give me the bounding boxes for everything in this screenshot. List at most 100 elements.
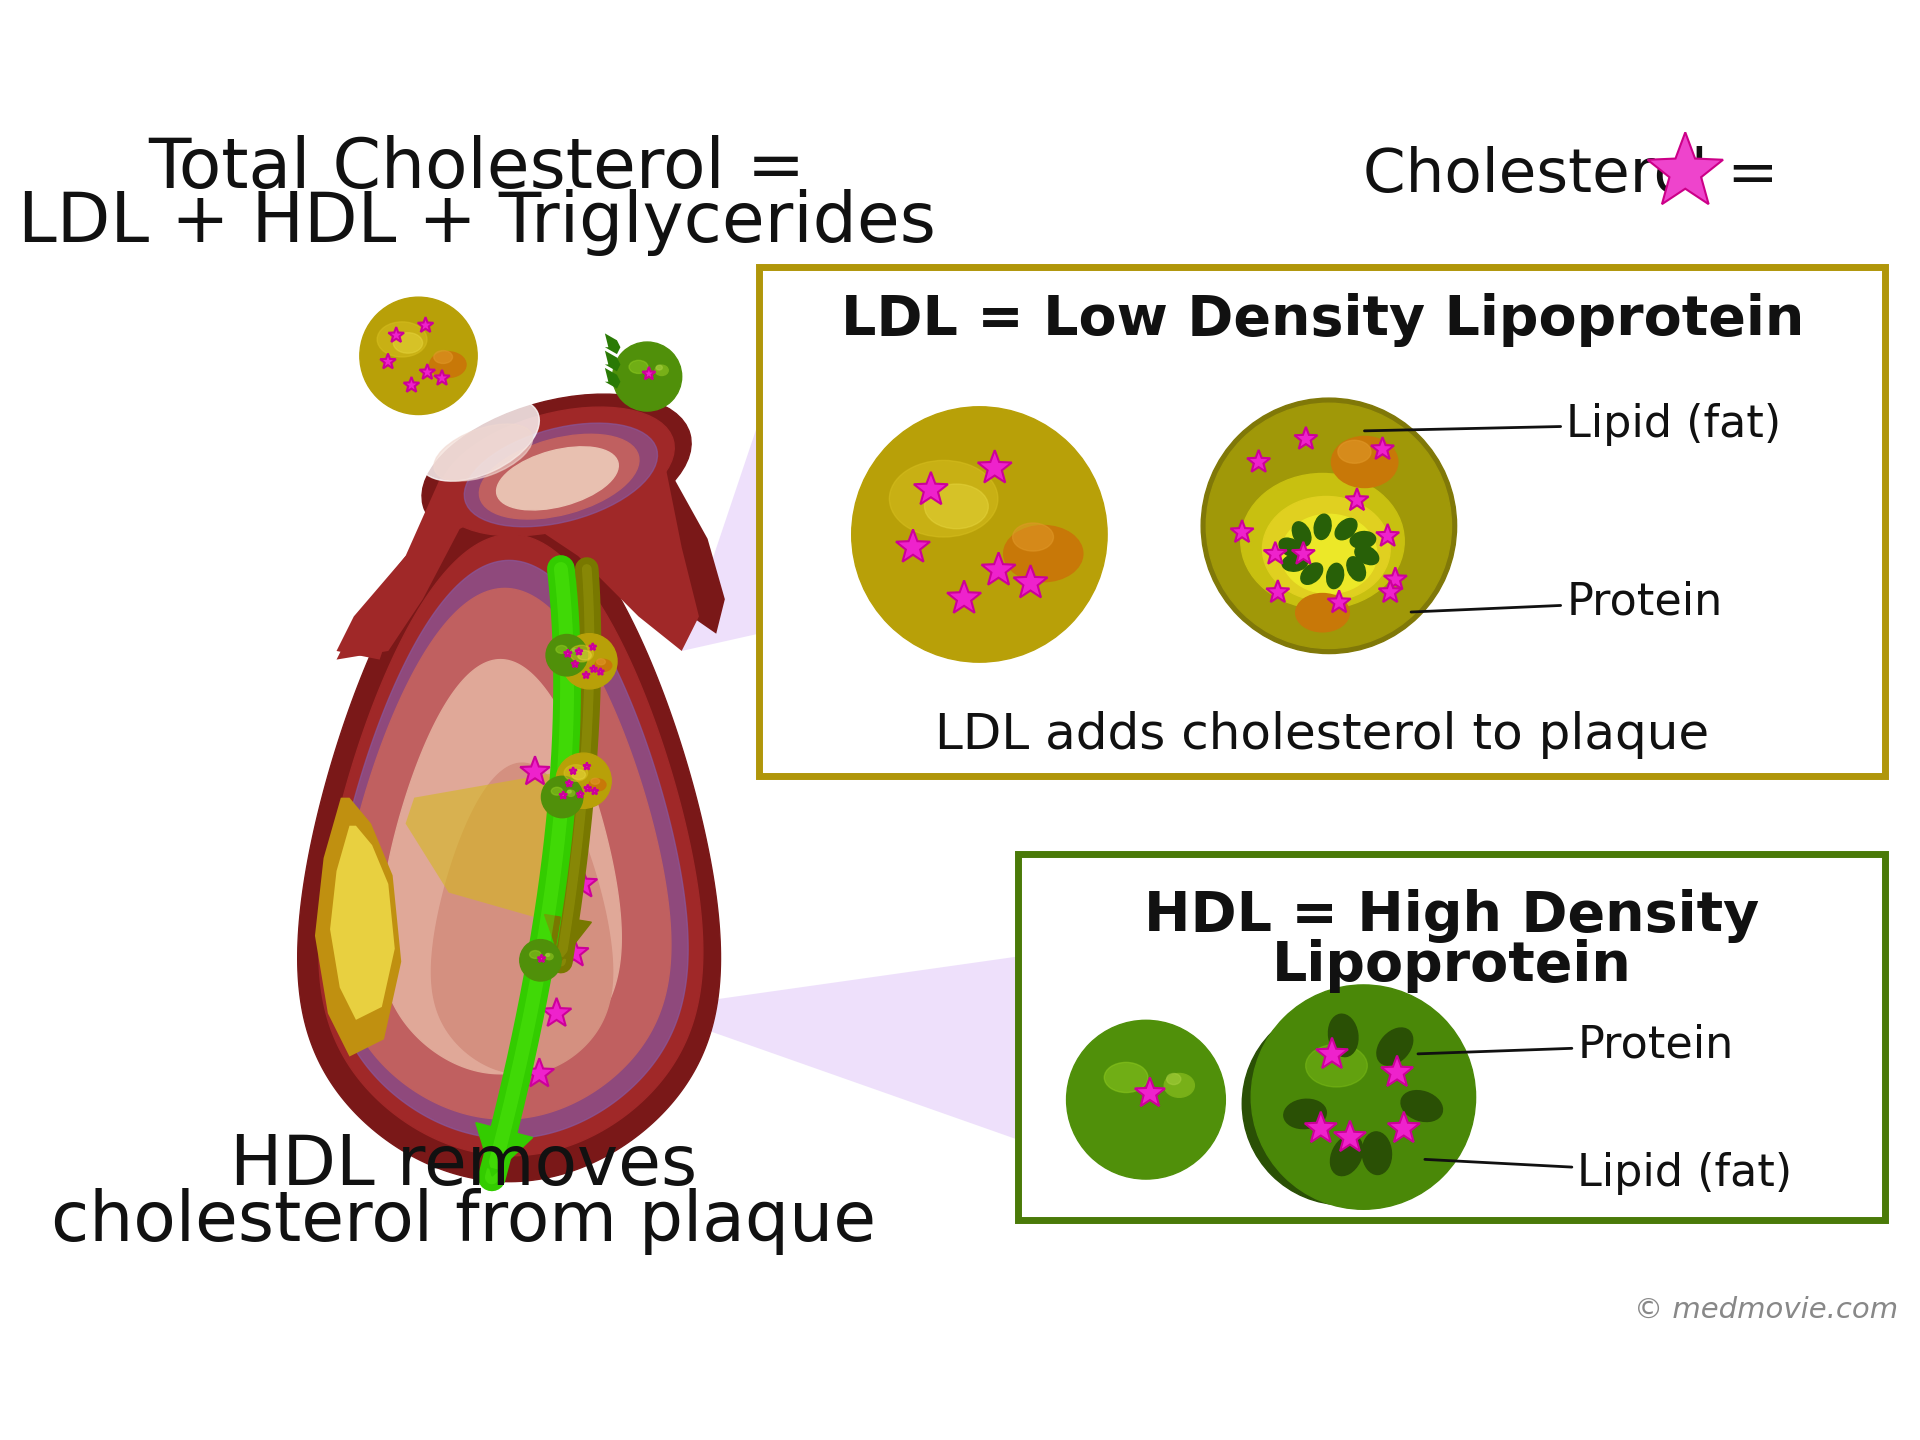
Polygon shape	[605, 461, 726, 634]
Ellipse shape	[545, 953, 553, 959]
Ellipse shape	[394, 333, 422, 353]
Polygon shape	[981, 553, 1016, 585]
FancyArrow shape	[545, 914, 591, 960]
Ellipse shape	[591, 778, 599, 785]
Ellipse shape	[597, 658, 605, 665]
Text: © medmovie.com: © medmovie.com	[1634, 1296, 1899, 1323]
Ellipse shape	[630, 360, 649, 373]
Polygon shape	[419, 317, 434, 333]
Ellipse shape	[589, 779, 607, 791]
Polygon shape	[1135, 1077, 1165, 1106]
Ellipse shape	[655, 366, 668, 376]
Ellipse shape	[570, 645, 593, 662]
Polygon shape	[572, 660, 578, 667]
Ellipse shape	[1283, 554, 1308, 572]
Text: Lipid (fat): Lipid (fat)	[1425, 1152, 1793, 1195]
Ellipse shape	[557, 645, 566, 654]
Ellipse shape	[1402, 1090, 1442, 1122]
Polygon shape	[1371, 438, 1394, 459]
Polygon shape	[605, 351, 620, 372]
Polygon shape	[597, 668, 605, 675]
Polygon shape	[319, 534, 703, 1156]
Ellipse shape	[1012, 523, 1054, 552]
Polygon shape	[524, 1058, 555, 1086]
Ellipse shape	[1331, 1135, 1363, 1175]
Text: Cholesterol =: Cholesterol =	[1363, 145, 1799, 204]
Polygon shape	[576, 791, 584, 798]
Text: HDL removes: HDL removes	[230, 1132, 697, 1200]
Ellipse shape	[1279, 539, 1304, 557]
Polygon shape	[380, 660, 622, 1074]
Ellipse shape	[578, 651, 591, 660]
Ellipse shape	[480, 435, 639, 518]
Polygon shape	[564, 649, 572, 657]
Polygon shape	[591, 788, 599, 795]
Polygon shape	[643, 367, 655, 379]
Polygon shape	[336, 478, 484, 660]
Polygon shape	[1231, 520, 1254, 541]
Polygon shape	[538, 955, 545, 962]
Text: LDL adds cholesterol to plaque: LDL adds cholesterol to plaque	[935, 711, 1709, 759]
Ellipse shape	[889, 461, 998, 537]
Polygon shape	[432, 763, 612, 1074]
Polygon shape	[568, 868, 597, 897]
Ellipse shape	[1240, 474, 1404, 609]
Ellipse shape	[465, 423, 657, 527]
Ellipse shape	[1363, 1132, 1392, 1175]
Polygon shape	[584, 785, 591, 792]
Polygon shape	[1306, 1112, 1336, 1142]
Polygon shape	[914, 472, 948, 504]
Ellipse shape	[1306, 1044, 1367, 1087]
Text: LDL + HDL + Triglycerides: LDL + HDL + Triglycerides	[19, 189, 937, 256]
Ellipse shape	[595, 660, 612, 671]
Polygon shape	[977, 451, 1012, 482]
Ellipse shape	[545, 953, 549, 956]
Polygon shape	[1379, 580, 1402, 602]
Ellipse shape	[497, 446, 618, 510]
Ellipse shape	[568, 791, 572, 793]
Text: LDL = Low Density Lipoprotein: LDL = Low Density Lipoprotein	[841, 294, 1805, 347]
Polygon shape	[520, 756, 549, 785]
Circle shape	[557, 753, 611, 808]
Polygon shape	[541, 998, 572, 1025]
Circle shape	[1202, 397, 1457, 654]
Text: Total Cholesterol =: Total Cholesterol =	[148, 135, 806, 202]
Polygon shape	[1292, 541, 1315, 563]
Polygon shape	[1346, 488, 1369, 510]
Polygon shape	[589, 644, 597, 649]
Ellipse shape	[419, 397, 540, 481]
Polygon shape	[380, 353, 396, 369]
Ellipse shape	[1313, 514, 1331, 540]
Text: Lipid (fat): Lipid (fat)	[1365, 403, 1782, 445]
Polygon shape	[388, 327, 403, 341]
Text: HDL = High Density: HDL = High Density	[1144, 888, 1759, 943]
Polygon shape	[336, 461, 699, 660]
Polygon shape	[298, 500, 720, 1182]
Ellipse shape	[440, 408, 674, 536]
Circle shape	[1068, 1021, 1225, 1179]
Ellipse shape	[1377, 1028, 1413, 1066]
Ellipse shape	[1292, 521, 1311, 546]
Polygon shape	[559, 937, 589, 966]
Polygon shape	[682, 419, 760, 651]
Polygon shape	[1647, 132, 1722, 204]
Polygon shape	[315, 798, 401, 1057]
Ellipse shape	[657, 366, 662, 370]
Circle shape	[545, 635, 588, 675]
Ellipse shape	[1284, 1099, 1327, 1129]
Ellipse shape	[1350, 531, 1375, 549]
Ellipse shape	[572, 770, 586, 779]
Polygon shape	[1294, 426, 1317, 449]
Polygon shape	[1315, 1038, 1348, 1068]
Circle shape	[563, 634, 616, 688]
Ellipse shape	[1296, 593, 1350, 632]
Circle shape	[359, 297, 478, 415]
Ellipse shape	[430, 351, 467, 377]
Ellipse shape	[376, 321, 426, 357]
Ellipse shape	[1334, 518, 1357, 540]
Polygon shape	[566, 779, 572, 786]
FancyArrow shape	[476, 1123, 532, 1176]
Polygon shape	[405, 772, 578, 927]
Circle shape	[1252, 985, 1476, 1210]
Polygon shape	[897, 530, 929, 562]
